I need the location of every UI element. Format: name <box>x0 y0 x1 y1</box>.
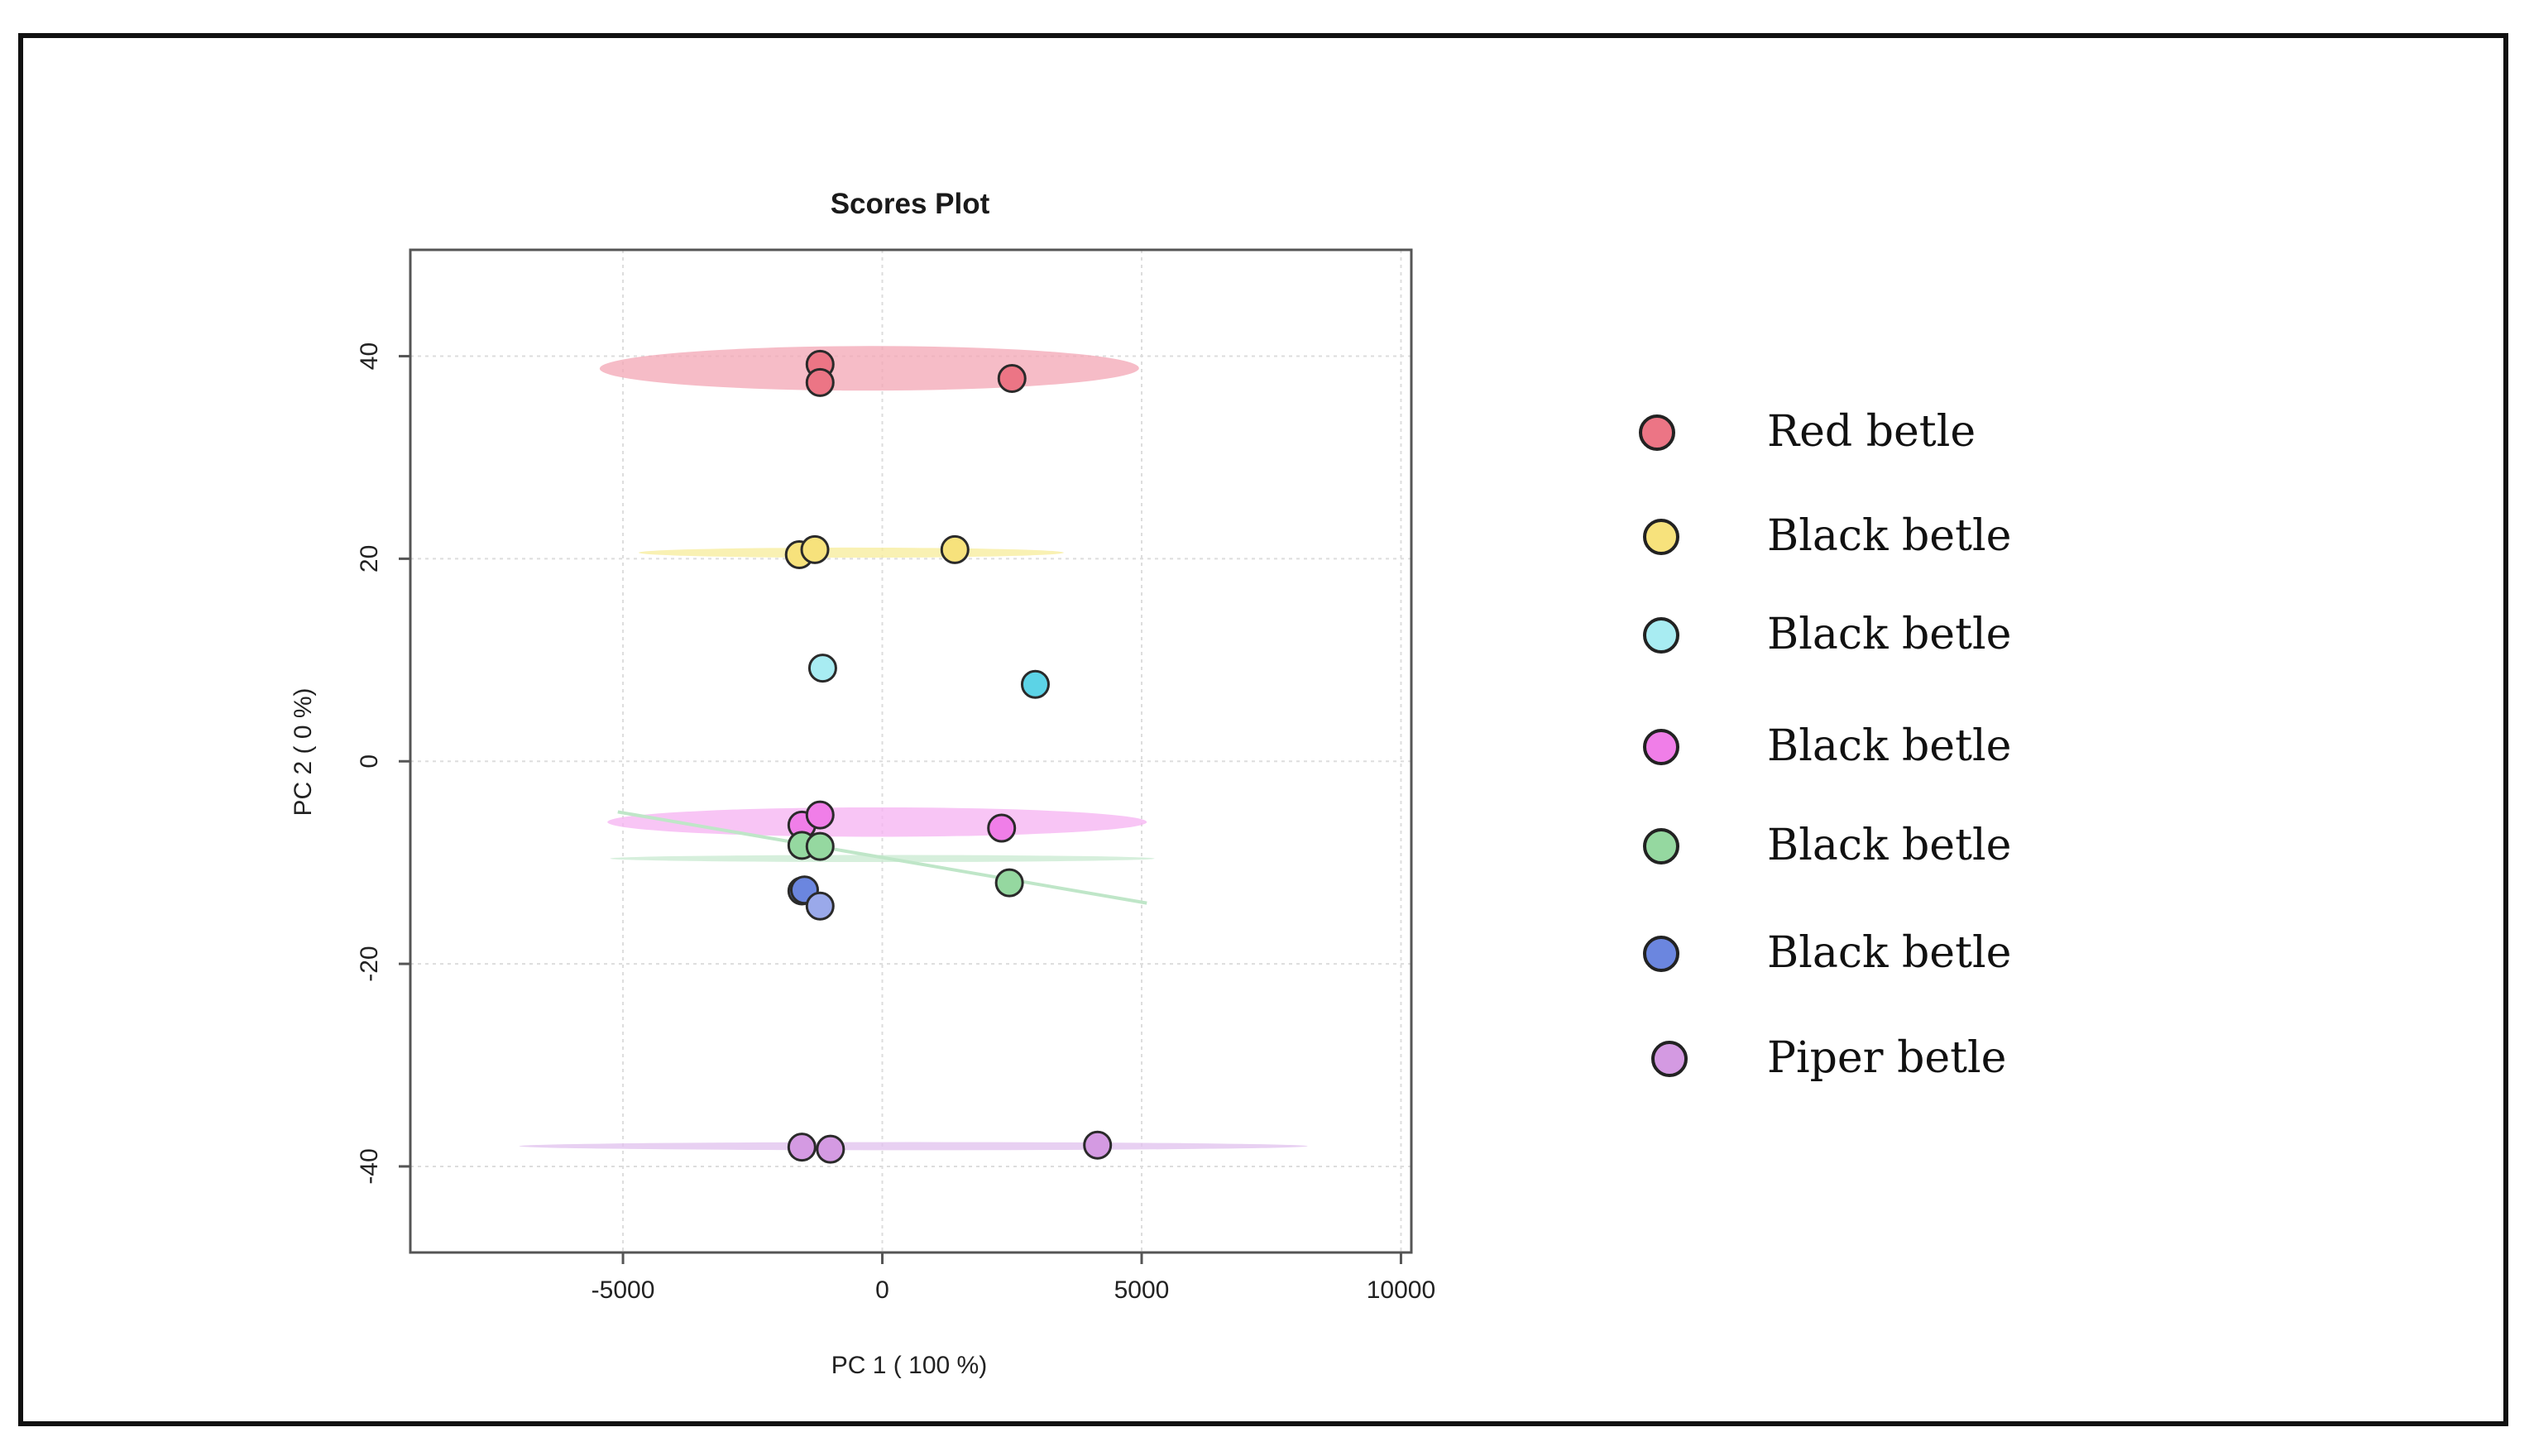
confidence-ellipse <box>599 346 1139 391</box>
legend-marker <box>1643 519 1679 555</box>
y-tick-label: -20 <box>356 946 383 981</box>
figure-frame <box>18 33 2508 1426</box>
legend-label: Red betle <box>1767 407 1976 457</box>
legend-marker <box>1639 414 1675 451</box>
confidence-ellipses <box>519 346 1308 1151</box>
legend-marker <box>1643 617 1679 654</box>
data-point <box>805 367 835 397</box>
axes: -5000 0 5000 10000 -40 -20 0 20 40 <box>356 342 1435 1304</box>
x-tick-label: 10000 <box>1367 1276 1435 1304</box>
x-tick-label: 5000 <box>1114 1276 1170 1304</box>
chart-title: Scores Plot <box>831 188 990 220</box>
data-point <box>1020 669 1050 699</box>
legend-label: Black betle <box>1767 610 2011 659</box>
data-point <box>994 868 1024 898</box>
plot-area-border <box>409 248 1413 1254</box>
data-point <box>987 813 1017 843</box>
legend-marker <box>1643 729 1679 765</box>
confidence-ellipse <box>607 807 1147 837</box>
legend-marker <box>1643 828 1679 864</box>
diagonal-lines <box>617 810 1147 905</box>
legend-marker <box>1651 1041 1688 1077</box>
legend-label: Black betle <box>1767 821 2011 870</box>
x-tick-label: 0 <box>875 1276 889 1304</box>
grid <box>410 250 1411 1252</box>
data-points <box>784 349 1113 1164</box>
legend-label: Black betle <box>1767 721 2011 771</box>
legend-label: Black betle <box>1767 928 2011 978</box>
confidence-ellipse <box>638 547 1064 558</box>
y-axis-label: PC 2 ( 0 %) <box>290 687 317 816</box>
confidence-ellipse <box>519 1142 1308 1151</box>
x-tick-label: -5000 <box>592 1276 655 1304</box>
data-point <box>807 654 837 683</box>
data-point <box>787 1133 817 1162</box>
x-axis-label: PC 1 ( 100 %) <box>831 1352 987 1379</box>
y-tick-label: -40 <box>356 1148 383 1184</box>
data-point <box>805 800 835 830</box>
data-point <box>805 831 835 861</box>
y-tick-label: 0 <box>356 754 383 769</box>
legend-label: Black betle <box>1767 511 2011 561</box>
legend: Red betle Black betle Black betle Black bet… <box>1639 407 2011 1083</box>
data-point <box>816 1134 845 1164</box>
legend-marker <box>1643 936 1679 972</box>
data-point <box>1083 1130 1113 1160</box>
data-point <box>805 891 835 921</box>
data-point <box>940 534 970 564</box>
legend-label: Piper betle <box>1767 1033 2006 1083</box>
data-point <box>800 534 830 564</box>
y-tick-label: 20 <box>356 545 383 572</box>
data-point <box>997 363 1027 393</box>
y-tick-label: 40 <box>356 342 383 370</box>
green-group-spread-line <box>617 810 1147 905</box>
